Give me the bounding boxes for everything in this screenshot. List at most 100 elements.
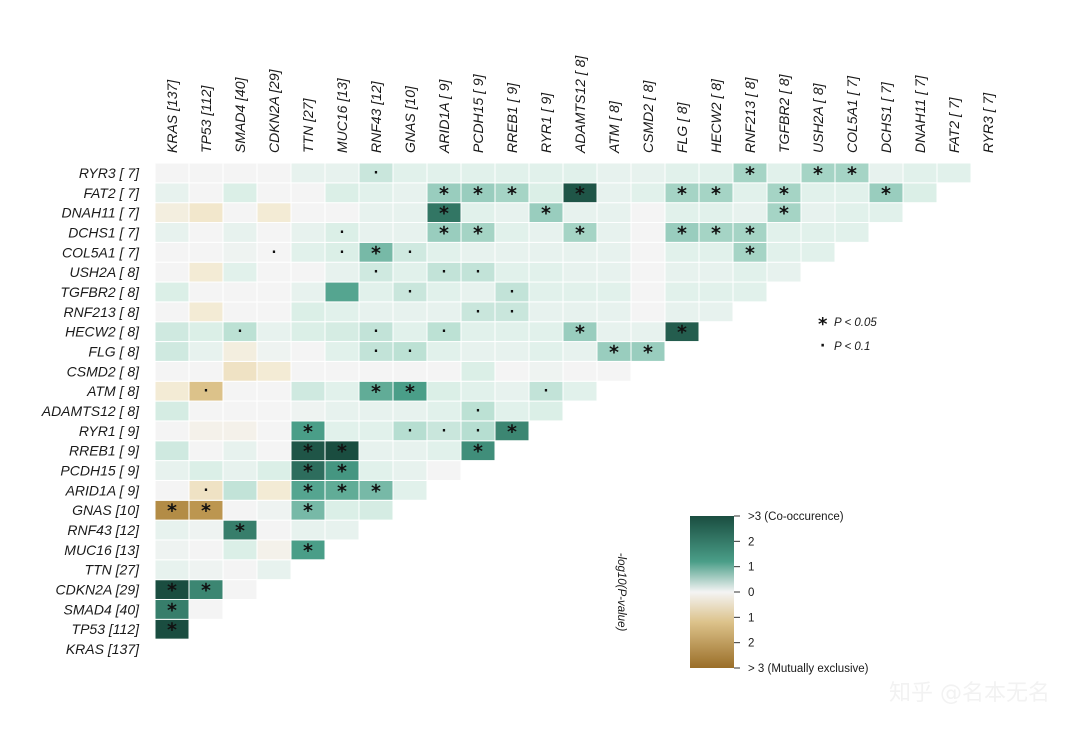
significance-dot: · [544,384,549,399]
significance-dot: · [340,245,345,260]
heatmap-cell [902,162,938,184]
row-label: FAT2 [ 7] [84,185,141,201]
heatmap-cells [154,162,972,640]
heatmap-cell [222,380,258,402]
significance-dot: · [408,424,413,439]
column-label: GNAS [10] [402,85,418,153]
colorbar-tick-label: > 3 (Mutually exclusive) [748,663,869,675]
heatmap-cell [154,539,190,561]
heatmap-cell [460,341,496,362]
heatmap-cell [222,499,258,521]
heatmap-cell [188,598,224,620]
heatmap-cell [154,301,190,323]
heatmap-cell [494,241,530,263]
row-label: SMAD4 [40] [64,601,141,617]
heatmap-cell [324,519,360,541]
significance-dot: · [476,424,481,439]
heatmap-cell [188,400,224,422]
significance-legend: * P < 0.05 · P < 0.1 [818,314,877,354]
heatmap-cell [222,341,258,362]
heatmap-cell [630,222,666,243]
heatmap-cell [630,202,666,224]
heatmap-cell [426,400,462,422]
row-label: MUC16 [13] [64,542,140,558]
significance-star: * [745,163,755,185]
heatmap-cell [528,241,564,263]
column-label: MUC16 [13] [334,77,350,153]
heatmap-cell [256,440,292,462]
column-label: RYR1 [ 9] [538,92,554,153]
heatmap-cell [290,182,326,204]
heatmap-cell [222,539,258,561]
column-label: RNF213 [ 8] [742,76,758,153]
heatmap-cell [426,281,462,303]
heatmap-cell [596,202,632,224]
heatmap-cell [256,162,292,184]
colorbar-gradient [690,516,734,668]
heatmap-cell [154,440,190,462]
heatmap-cell [562,301,598,323]
heatmap-cell [562,360,598,382]
heatmap-cell [460,281,496,303]
heatmap-cell [222,162,258,184]
heatmap-cell [154,162,190,184]
heatmap-cell [290,360,326,382]
heatmap-cell [528,261,564,283]
heatmap-cell [494,321,530,343]
significance-star: * [201,500,211,522]
heatmap-cell [290,301,326,323]
column-label: DCHS1 [ 7] [878,81,894,153]
significance-star: * [303,500,313,522]
heatmap-cell [392,222,428,243]
heatmap-cell [562,261,598,283]
heatmap-cell [154,420,190,442]
row-label: PCDH15 [ 9] [60,463,140,479]
significance-dot: · [374,344,379,359]
heatmap-cell [154,261,190,283]
heatmap-cell [494,341,530,362]
significance-star: * [371,480,381,502]
heatmap-cell [596,241,632,263]
significance-star: * [473,183,483,205]
heatmap-cell [358,400,394,422]
heatmap-cell [324,420,360,442]
heatmap-cell [188,241,224,263]
heatmap-cell [358,440,394,462]
heatmap-cell [664,162,700,184]
significance-dot: · [408,245,413,260]
heatmap-cell [324,341,360,362]
heatmap-cell [800,222,836,243]
heatmap-cell [188,539,224,561]
legend-dot-symbol: · [820,338,825,354]
heatmap-cell [222,261,258,283]
heatmap-cell [290,261,326,283]
heatmap-cell [562,241,598,263]
column-label: DNAH11 [ 7] [912,74,928,153]
colorbar-tick-label: >3 (Co-occurence) [748,511,844,523]
significance-star: * [813,163,823,185]
heatmap-cell [630,162,666,184]
heatmap-cell [698,162,734,184]
row-label: TTN [27] [85,562,141,578]
heatmap-cell [256,301,292,323]
significance-star: * [337,461,347,483]
row-label: RYR1 [ 9] [79,423,140,439]
heatmap-cell [732,182,768,204]
significance-star: * [575,222,585,244]
heatmap-cell [596,182,632,204]
heatmap-cell [222,301,258,323]
heatmap-cell [392,440,428,462]
heatmap-cell [256,261,292,283]
significance-dot: · [238,325,243,340]
heatmap-cell [154,202,190,224]
heatmap-cell [154,182,190,204]
heatmap-cell [562,281,598,303]
heatmap-cell [256,479,292,501]
heatmap-cell [256,499,292,521]
significance-star: * [337,441,347,463]
significance-star: * [677,222,687,244]
heatmap-cell [630,241,666,263]
column-label: USH2A [ 8] [810,82,826,153]
significance-star: * [745,242,755,264]
